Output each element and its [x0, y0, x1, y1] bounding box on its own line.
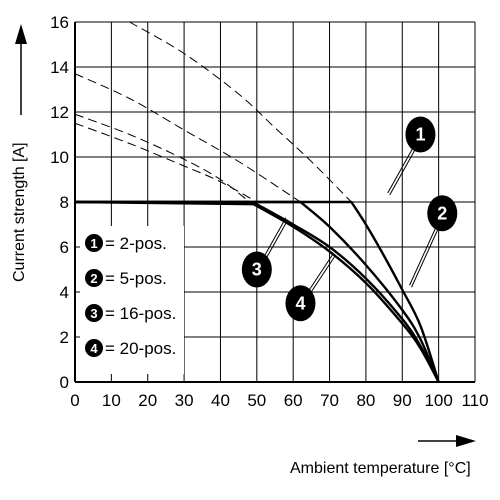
x-tick-label-10: 10 [102, 391, 121, 410]
callout-1: 1 [387, 116, 436, 196]
extension-curves [74, 21, 352, 203]
x-tick-label-90: 90 [393, 391, 412, 410]
callout-badge-1 [405, 116, 436, 153]
y-tick-label-4: 4 [60, 283, 69, 302]
x-axis-arrow-head [456, 435, 476, 447]
series-line-5-pos. [75, 200, 440, 383]
series-line-20-pos. [75, 200, 440, 383]
legend-badge-2 [85, 269, 103, 287]
x-tick-label-40: 40 [211, 391, 230, 410]
series-line-2-pos. [75, 200, 440, 383]
callout-badge-label-2: 2 [437, 203, 447, 223]
callout-badge-label-1: 1 [415, 125, 425, 145]
x-tick-label-100: 100 [424, 391, 452, 410]
y-tick-label-8: 8 [60, 193, 69, 212]
y-tick-label-10: 10 [50, 148, 69, 167]
legend-item-2: 2 = 5-pos. [85, 269, 167, 288]
x-tick-label-20: 20 [138, 391, 157, 410]
y-tick-label-6: 6 [60, 238, 69, 257]
extension-curve-4 [74, 113, 250, 203]
x-axis-label: Ambient temperature [°C] [290, 460, 471, 477]
legend-badge-label-4: 4 [90, 341, 98, 356]
callout-badge-2 [427, 195, 458, 232]
callout-4: 4 [285, 253, 336, 322]
y-tick-label-14: 14 [50, 58, 69, 77]
callout-badge-4 [285, 285, 316, 322]
callout-badge-label-4: 4 [295, 293, 305, 313]
x-tick-label-0: 0 [70, 391, 79, 410]
y-tick-label-2: 2 [60, 328, 69, 347]
y-tick-label-12: 12 [50, 103, 69, 122]
legend-label-4: = 20-pos. [105, 339, 176, 358]
x-tick-label-110: 110 [461, 391, 488, 410]
legend-badge-label-2: 2 [90, 271, 97, 286]
x-tick-label-30: 30 [175, 391, 194, 410]
legend-badge-1 [85, 234, 103, 252]
legend-item-4: 4 = 20-pos. [85, 339, 176, 358]
y-axis-arrow-head [15, 24, 27, 44]
x-tick-label-50: 50 [247, 391, 266, 410]
legend-item-3: 3 = 16-pos. [85, 304, 176, 323]
legend-label-1: = 2-pos. [105, 234, 167, 253]
legend: 1 = 2-pos. 2 = 5-pos. 3 = 16-pos. 4 = 20-pos. [80, 226, 184, 374]
legend-label-3: = 16-pos. [105, 304, 176, 323]
series-curves [74, 200, 440, 383]
callout-badge-label-3: 3 [252, 260, 262, 280]
legend-badge-4 [85, 339, 103, 357]
x-tick-label-60: 60 [284, 391, 303, 410]
callout-badge-3 [241, 251, 272, 288]
callout-3: 3 [241, 217, 289, 288]
legend-badge-3 [85, 304, 103, 322]
y-tick-label-0: 0 [60, 373, 69, 392]
legend-badge-label-1: 1 [90, 236, 97, 251]
callouts: 1 2 3 4 [241, 116, 458, 322]
extension-curve-2 [74, 73, 301, 203]
y-tick-label-16: 16 [50, 13, 69, 32]
extension-curve-1 [129, 21, 352, 203]
x-tick-label-70: 70 [320, 391, 339, 410]
extension-curve-3 [74, 122, 258, 203]
legend-item-1: 1 = 2-pos. [85, 234, 167, 253]
y-axis-label: Current strength [A] [11, 142, 28, 282]
x-tick-label-80: 80 [356, 391, 375, 410]
axes [74, 22, 475, 383]
callout-2: 2 [409, 195, 458, 288]
legend-badge-label-3: 3 [90, 306, 97, 321]
legend-label-2: = 5-pos. [105, 269, 167, 288]
axis-arrows [15, 24, 476, 447]
